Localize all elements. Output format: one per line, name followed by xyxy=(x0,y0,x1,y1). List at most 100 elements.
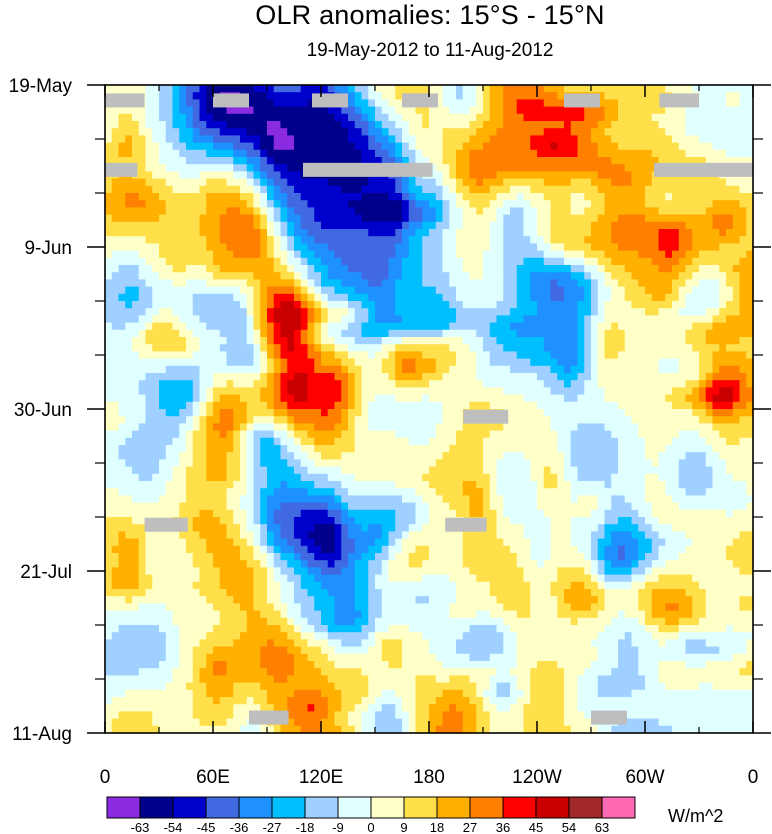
field-cell xyxy=(692,85,754,93)
field-cell xyxy=(395,142,403,151)
field-cell xyxy=(624,164,660,172)
field-cell xyxy=(307,301,315,309)
field-cell xyxy=(260,373,268,381)
field-cell xyxy=(557,279,579,288)
field-cell xyxy=(240,725,261,734)
field-cell xyxy=(145,329,180,338)
field-cell xyxy=(280,445,288,453)
field-cell xyxy=(192,581,221,590)
field-cell xyxy=(415,725,430,734)
field-cell xyxy=(260,459,288,468)
field-cell xyxy=(267,185,275,194)
field-cell xyxy=(516,639,592,648)
field-cell xyxy=(348,394,356,403)
field-cell xyxy=(327,329,342,338)
field-cell xyxy=(429,85,444,93)
field-cell xyxy=(307,315,315,324)
field-cell xyxy=(368,315,376,324)
field-cell xyxy=(192,106,201,115)
field-cell xyxy=(294,279,302,288)
field-cell xyxy=(618,322,693,331)
field-cell xyxy=(260,200,268,208)
field-cell xyxy=(273,329,282,338)
field-cell xyxy=(631,639,660,648)
field-cell xyxy=(395,229,403,237)
field-cell xyxy=(530,538,552,547)
field-cell xyxy=(449,185,457,194)
field-cell xyxy=(118,293,140,302)
field-cell xyxy=(543,481,558,489)
field-cell xyxy=(253,459,261,468)
field-cell xyxy=(240,301,248,309)
field-cell xyxy=(186,481,234,489)
field-cell xyxy=(705,329,754,338)
field-cell xyxy=(483,92,491,100)
field-cell xyxy=(597,502,612,511)
field-cell xyxy=(645,567,653,576)
field-cell xyxy=(631,560,639,568)
field-cell xyxy=(456,639,504,648)
field-cell xyxy=(287,423,295,432)
field-cell xyxy=(213,668,228,676)
field-cell xyxy=(658,668,741,676)
field-cell xyxy=(678,236,693,244)
field-cell xyxy=(341,502,349,511)
field-cell xyxy=(294,344,309,352)
field-cell xyxy=(537,495,572,504)
field-cell xyxy=(179,315,201,324)
field-cell xyxy=(597,653,619,662)
field-cell xyxy=(233,437,241,446)
field-cell xyxy=(334,286,356,295)
field-cell xyxy=(381,121,396,129)
field-cell xyxy=(584,272,592,280)
field-cell xyxy=(712,481,747,489)
field-cell xyxy=(732,221,747,230)
field-cell xyxy=(199,365,261,374)
field-cell xyxy=(395,517,417,525)
field-cell xyxy=(267,243,275,252)
field-cell xyxy=(408,221,423,230)
field-cell xyxy=(118,445,167,453)
field-cell xyxy=(584,286,592,295)
field-cell xyxy=(213,380,228,388)
field-cell xyxy=(530,272,572,280)
field-cell xyxy=(267,365,275,374)
field-cell xyxy=(334,524,342,532)
field-cell xyxy=(388,545,403,554)
field-cell xyxy=(253,272,282,280)
field-cell xyxy=(294,243,309,252)
field-cell xyxy=(321,358,342,367)
field-cell xyxy=(658,574,693,583)
field-cell xyxy=(348,365,363,374)
field-cell xyxy=(402,272,423,280)
field-cell xyxy=(348,387,356,396)
missing-data-segment xyxy=(591,710,627,725)
field-cell xyxy=(300,437,315,446)
field-cell xyxy=(523,315,579,324)
field-cell xyxy=(253,545,261,554)
field-cell xyxy=(145,178,167,187)
field-cell xyxy=(267,293,275,302)
field-cell xyxy=(604,128,666,136)
field-cell xyxy=(287,560,302,568)
field-cell xyxy=(267,236,275,244)
field-cell xyxy=(739,200,754,208)
field-cell xyxy=(240,437,248,446)
field-cell xyxy=(381,524,396,532)
field-cell xyxy=(584,387,606,396)
field-cell xyxy=(381,646,403,655)
field-cell xyxy=(496,214,504,223)
field-cell xyxy=(105,365,167,374)
field-cell xyxy=(685,488,707,496)
field-cell xyxy=(611,178,633,187)
field-cell xyxy=(361,711,376,720)
field-cell xyxy=(530,610,558,619)
field-cell xyxy=(206,409,214,417)
field-cell xyxy=(638,646,687,655)
field-cell xyxy=(381,358,396,367)
field-cell xyxy=(496,682,511,691)
field-cell xyxy=(287,243,295,252)
field-cell xyxy=(543,409,626,417)
chart-title: OLR anomalies: 15°S - 15°N xyxy=(255,0,605,30)
field-cell xyxy=(550,243,565,252)
